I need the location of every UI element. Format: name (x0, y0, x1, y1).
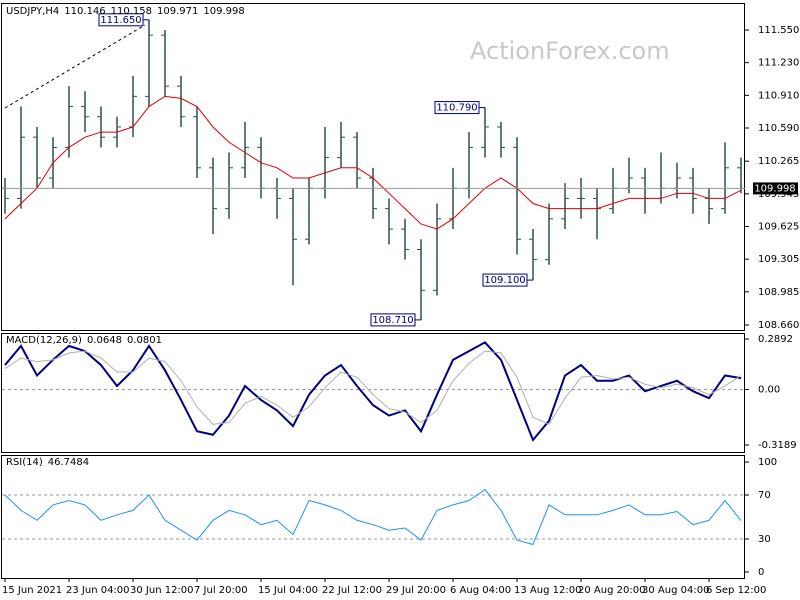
y-tick-label: 70 (758, 490, 771, 501)
y-tick-label: 108.660 (758, 320, 799, 331)
annotation-label: 110.790 (436, 103, 477, 114)
current-price-box (753, 182, 798, 195)
y-tick-label: 110.910 (758, 90, 799, 101)
macd-panel (1, 333, 745, 453)
indicator-value: 110.158 (111, 6, 152, 17)
indicator-value: 109.971 (157, 6, 198, 17)
y-tick-label: 108.985 (758, 287, 799, 298)
y-tick-label: 0.2892 (758, 334, 793, 345)
x-tick-label: 22 Jul 12:00 (322, 585, 382, 596)
y-tick-label: 30 (758, 534, 771, 545)
annotation-label: 109.100 (484, 275, 525, 286)
indicator-line (4, 488, 742, 546)
panel-title: MACD(12,26,9) 0.0648 0.0801 (6, 335, 162, 346)
y-tick-label: 100 (758, 457, 777, 468)
indicator-value: 110.146 (64, 6, 105, 17)
y-tick-label: 110.265 (758, 156, 799, 167)
indicator-line (4, 350, 742, 425)
x-tick-label: 30 Jun 12:00 (130, 585, 194, 596)
indicator-value: 46.7484 (48, 457, 89, 468)
y-tick-label: 109.305 (758, 254, 799, 265)
panel-title: USDJPY,H4 110.146 110.158 109.971 109.998 (6, 6, 245, 17)
indicator-name: MACD(12,26,9) (6, 335, 82, 346)
x-tick-label: 7 Jul 20:00 (194, 585, 248, 596)
indicator-value: 109.998 (203, 6, 244, 17)
x-tick-label: 15 Jul 04:00 (258, 585, 318, 596)
x-tick-label: 20 Aug 20:00 (578, 585, 645, 596)
panel-title: RSI(14) 46.7484 (6, 457, 89, 468)
y-tick-label: 111.230 (758, 58, 799, 69)
current-price-label: 109.998 (754, 183, 795, 194)
moving-average (4, 95, 742, 230)
indicator-name: RSI(14) (6, 457, 43, 468)
y-tick-label: 0 (758, 567, 764, 578)
y-tick-label: 0.00 (758, 384, 780, 395)
indicator-value: 0.0801 (127, 335, 162, 346)
indicator-value: 0.0648 (87, 335, 122, 346)
price-panel (1, 3, 745, 331)
annotation-box (434, 101, 480, 115)
annotation-box (370, 313, 416, 327)
x-tick-label: 30 Aug 04:00 (642, 585, 709, 596)
annotation-label: 108.710 (372, 315, 413, 326)
x-tick-label: 6 Sep 12:00 (706, 585, 766, 596)
annotation-label: 111.650 (100, 15, 141, 26)
x-tick-label: 29 Jul 20:00 (386, 585, 446, 596)
x-tick-label: 23 Jun 04:00 (66, 585, 130, 596)
y-tick-label: -0.3189 (758, 440, 797, 451)
annotation-box (98, 13, 144, 27)
rsi-panel (1, 455, 745, 579)
x-tick-label: 6 Aug 04:00 (450, 585, 511, 596)
annotation-box (482, 273, 528, 287)
indicator-name: USDJPY,H4 (6, 6, 59, 17)
x-tick-label: 15 Jun 2021 (2, 585, 62, 596)
y-tick-label: 109.625 (758, 221, 799, 232)
x-tick-label: 13 Aug 12:00 (514, 585, 581, 596)
y-tick-label: 111.550 (758, 25, 799, 36)
watermark: ActionForex.com (470, 37, 670, 65)
y-tick-label: 110.590 (758, 123, 799, 134)
indicator-line (4, 341, 742, 442)
